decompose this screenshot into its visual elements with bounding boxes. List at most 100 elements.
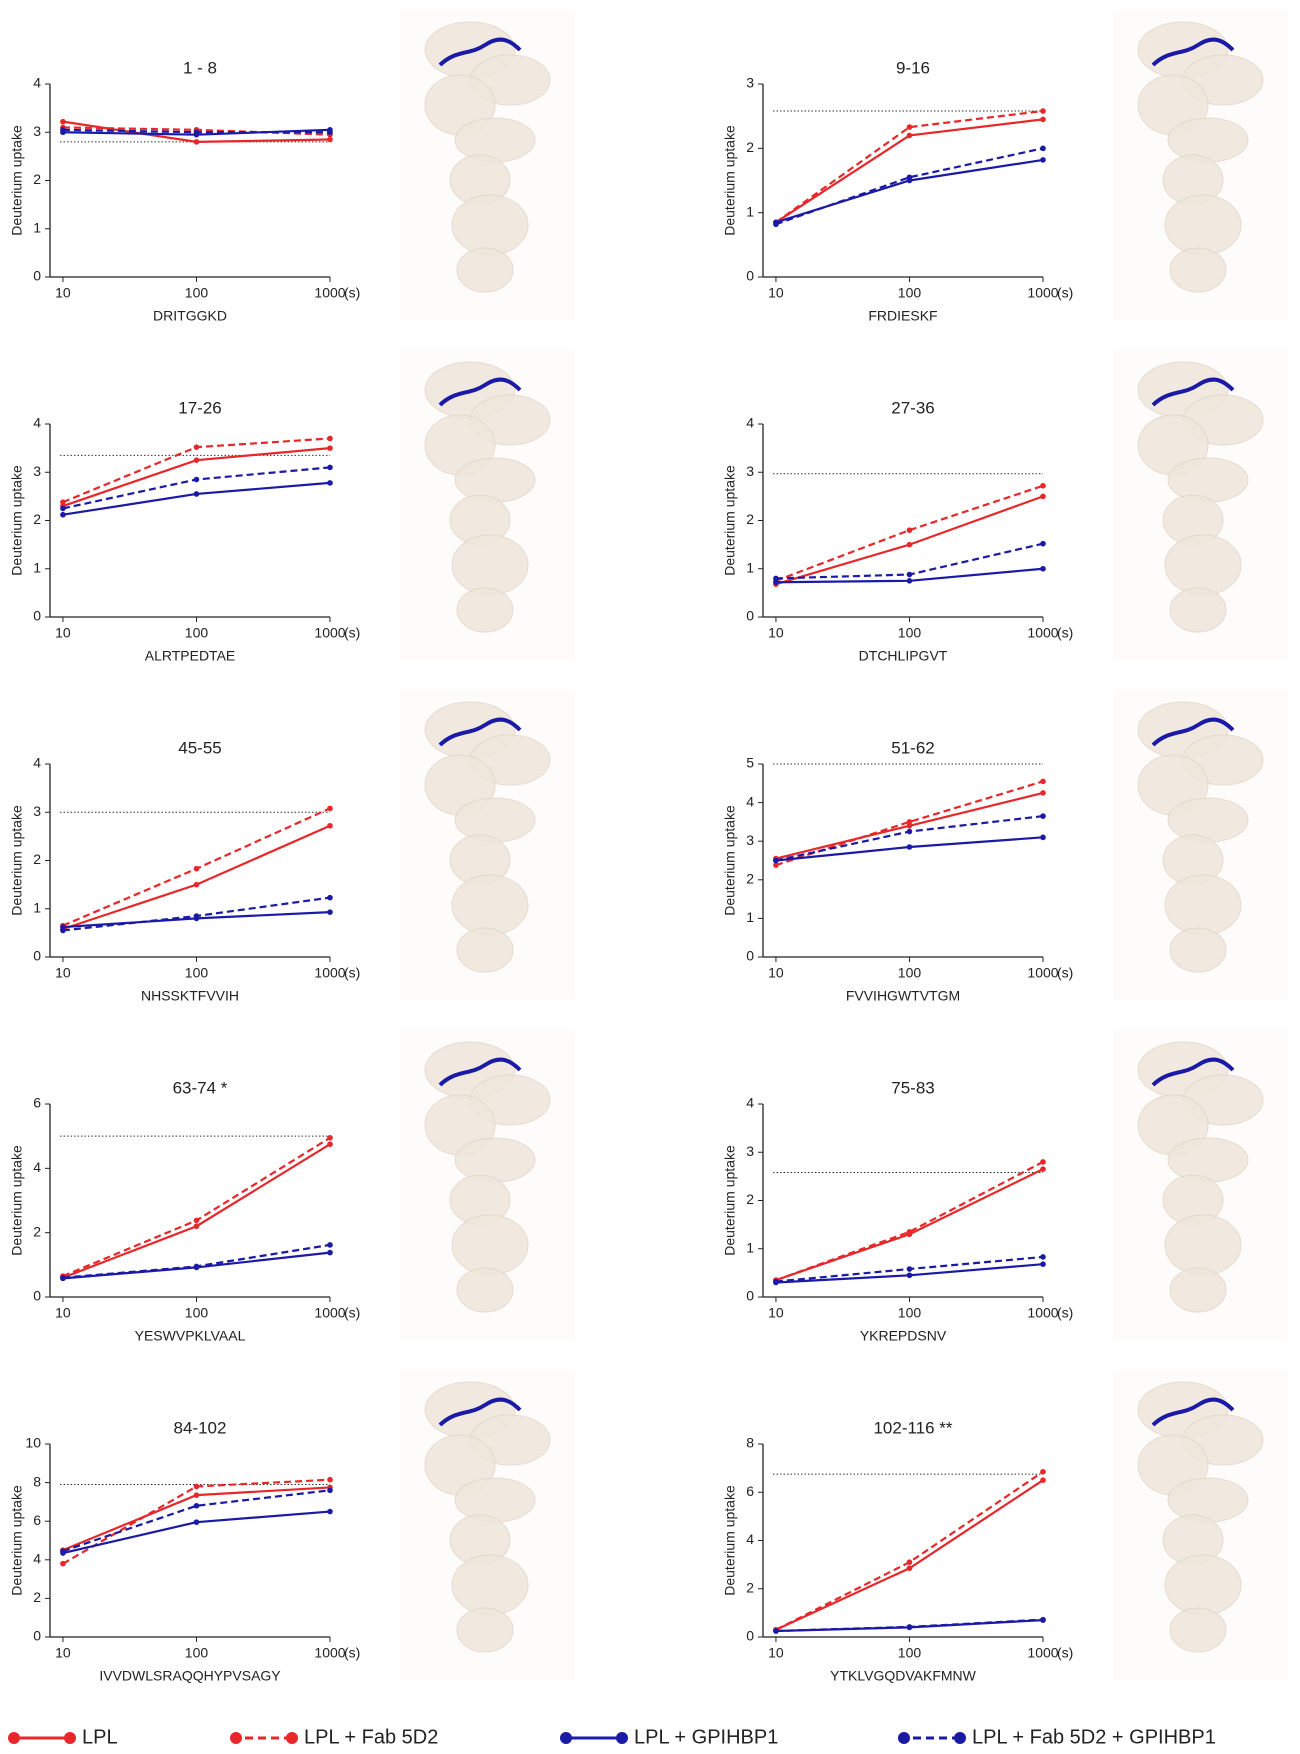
x-tick-label: 10 <box>768 625 784 641</box>
series-line <box>775 158 1044 224</box>
data-point <box>327 909 333 915</box>
data-point <box>906 1565 913 1572</box>
y-tick-label: 3 <box>746 832 754 848</box>
y-tick-label: 4 <box>746 415 754 431</box>
data-point <box>1040 540 1046 547</box>
data-point <box>1040 108 1046 114</box>
structure-domain <box>1164 1214 1242 1276</box>
x-unit: (s) <box>1057 285 1073 301</box>
legend-marker <box>616 1732 628 1744</box>
data-point <box>327 1487 333 1494</box>
data-point <box>193 457 200 463</box>
data-point <box>1040 834 1046 841</box>
protein-structure <box>400 350 575 660</box>
data-point <box>327 464 333 471</box>
x-tick-label: 10 <box>768 285 784 301</box>
y-tick-label: 1 <box>746 203 754 219</box>
x-tick-label: 1000 <box>314 1645 345 1661</box>
y-tick-label: 6 <box>33 1512 41 1528</box>
y-tick-label: 3 <box>33 463 41 479</box>
y-tick-label: 4 <box>33 75 41 91</box>
data-point <box>193 1223 200 1230</box>
data-point <box>773 221 779 228</box>
structure-domain <box>1169 927 1227 973</box>
legend-marker <box>954 1732 966 1744</box>
data-point <box>327 1249 333 1256</box>
data-point <box>773 857 779 864</box>
data-point <box>906 828 913 835</box>
data-point <box>193 1263 200 1270</box>
data-point <box>1040 1254 1046 1260</box>
structure-domain <box>454 1477 536 1523</box>
y-tick-label: 1 <box>33 559 41 575</box>
y-axis-label: Deuterium uptake <box>722 125 738 236</box>
structure-highlight <box>1151 37 1235 67</box>
y-tick-label: 0 <box>746 268 754 284</box>
data-point <box>906 1624 913 1630</box>
x-unit: (s) <box>1057 1645 1073 1661</box>
y-tick-label: 1 <box>33 899 41 915</box>
chart-title: 9-16 <box>896 58 930 77</box>
y-axis-label: Deuterium uptake <box>722 1485 738 1596</box>
y-tick-label: 4 <box>33 415 41 431</box>
chart-title: 51-62 <box>891 738 934 757</box>
data-point <box>60 927 66 934</box>
data-point <box>327 129 333 136</box>
structure-highlight <box>1151 717 1235 747</box>
data-point <box>906 571 913 578</box>
structure-domain <box>1167 117 1249 163</box>
data-point <box>193 476 200 483</box>
data-point <box>193 139 200 145</box>
structure-domain <box>451 874 529 936</box>
x-tick-label: 10 <box>55 1645 71 1661</box>
y-tick-label: 0 <box>33 948 41 964</box>
legend-marker <box>560 1732 572 1744</box>
x-tick-label: 100 <box>185 1305 209 1321</box>
x-unit: (s) <box>1057 625 1073 641</box>
data-point <box>193 444 200 450</box>
data-point <box>60 505 66 512</box>
chart-title: 17-26 <box>178 398 221 417</box>
structure-domain <box>1164 534 1242 596</box>
y-tick-label: 0 <box>746 608 754 624</box>
data-point <box>60 118 66 125</box>
x-tick-label: 100 <box>898 965 922 981</box>
x-tick-label: 100 <box>185 285 209 301</box>
structure-domain <box>1164 1554 1242 1616</box>
y-tick-label: 10 <box>25 1435 41 1451</box>
x-tick-label: 100 <box>898 1645 922 1661</box>
structure-domain <box>1164 194 1242 256</box>
y-axis-label: Deuterium uptake <box>9 805 25 916</box>
y-tick-label: 4 <box>746 1531 754 1547</box>
x-tick-label: 1000 <box>1027 625 1058 641</box>
x-tick-label: 100 <box>185 965 209 981</box>
data-point <box>327 1476 333 1483</box>
data-point <box>1040 1477 1046 1483</box>
y-axis-label: Deuterium uptake <box>9 125 25 236</box>
data-point <box>327 805 333 812</box>
y-tick-label: 5 <box>746 755 754 771</box>
structure-domain <box>451 1554 529 1616</box>
x-unit: (s) <box>1057 965 1073 981</box>
data-point <box>773 1628 779 1634</box>
data-point <box>193 881 200 888</box>
data-point <box>773 1278 779 1285</box>
structure-domain <box>1164 874 1242 936</box>
structure-domain <box>1169 1607 1227 1653</box>
data-point <box>906 819 913 825</box>
chart-title: 63-74 * <box>173 1078 228 1097</box>
y-axis-label: Deuterium uptake <box>722 465 738 576</box>
protein-structure <box>1113 1370 1288 1680</box>
y-axis-label: Deuterium uptake <box>9 1145 25 1256</box>
x-axis-label: IVVDWLSRAQQHYPVSAGY <box>99 1668 281 1684</box>
x-tick-label: 10 <box>768 1305 784 1321</box>
legend-label: LPL + GPIHBP1 <box>634 1726 778 1748</box>
y-tick-label: 2 <box>33 171 41 187</box>
y-tick-label: 2 <box>746 1191 754 1207</box>
data-point <box>60 511 66 518</box>
data-point <box>906 822 913 829</box>
structure-domain <box>456 247 514 293</box>
data-point <box>193 1519 200 1525</box>
series-line <box>775 109 1044 224</box>
x-tick-label: 100 <box>185 1645 209 1661</box>
